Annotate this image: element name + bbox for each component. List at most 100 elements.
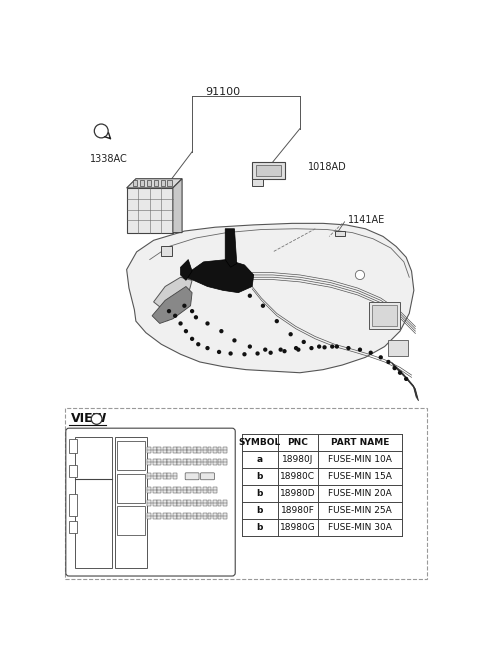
Bar <box>223 459 227 465</box>
Bar <box>69 495 77 516</box>
Bar <box>178 500 181 506</box>
Bar <box>157 500 161 506</box>
Bar <box>127 188 173 233</box>
Circle shape <box>196 342 201 346</box>
Bar <box>65 408 427 579</box>
Bar <box>153 473 156 479</box>
Bar <box>207 459 211 465</box>
Bar <box>168 487 171 493</box>
Circle shape <box>278 348 283 352</box>
Bar <box>115 437 147 567</box>
Bar <box>157 513 161 519</box>
Bar <box>147 513 151 519</box>
Circle shape <box>330 345 335 348</box>
Circle shape <box>228 351 233 356</box>
Circle shape <box>296 348 300 352</box>
Bar <box>168 447 171 453</box>
Bar <box>118 474 145 503</box>
Circle shape <box>167 309 171 313</box>
Circle shape <box>217 350 221 354</box>
Bar <box>153 500 156 506</box>
Text: b: b <box>257 489 263 498</box>
Bar <box>153 447 156 453</box>
Bar <box>197 500 201 506</box>
Bar <box>369 302 400 329</box>
Circle shape <box>294 346 298 350</box>
Text: 1018AD: 1018AD <box>308 162 347 172</box>
Bar <box>61 79 431 406</box>
Bar <box>147 459 151 465</box>
Bar <box>207 487 211 493</box>
Bar <box>193 500 197 506</box>
Circle shape <box>355 271 365 280</box>
Text: 1338AC: 1338AC <box>90 155 128 164</box>
Bar <box>183 459 187 465</box>
Bar <box>147 473 151 479</box>
Circle shape <box>263 348 267 352</box>
Bar <box>69 465 77 477</box>
FancyBboxPatch shape <box>66 428 235 576</box>
Bar <box>163 473 167 479</box>
Bar <box>217 513 221 519</box>
Circle shape <box>242 352 247 356</box>
Bar <box>252 179 263 187</box>
Bar <box>193 513 197 519</box>
Text: A: A <box>93 414 100 424</box>
Bar <box>69 439 77 453</box>
Bar <box>178 513 181 519</box>
Bar <box>203 447 207 453</box>
Bar <box>69 521 77 533</box>
Bar <box>193 487 197 493</box>
Circle shape <box>255 351 260 356</box>
Circle shape <box>393 366 397 370</box>
Text: b: b <box>257 506 263 515</box>
Bar <box>163 487 167 493</box>
Bar <box>223 447 227 453</box>
Bar <box>75 437 112 567</box>
Text: FUSE-MIN 15A: FUSE-MIN 15A <box>328 472 392 481</box>
Bar <box>207 513 211 519</box>
Bar <box>203 459 207 465</box>
Bar <box>147 487 151 493</box>
Circle shape <box>369 350 373 355</box>
Bar <box>213 500 217 506</box>
Text: 91100: 91100 <box>205 88 240 98</box>
Bar <box>163 500 167 506</box>
Bar <box>203 513 207 519</box>
Bar <box>163 447 167 453</box>
Bar <box>197 447 201 453</box>
Bar <box>147 500 151 506</box>
Text: SYMBOL: SYMBOL <box>239 438 281 447</box>
Text: PART NAME: PART NAME <box>331 438 389 447</box>
Polygon shape <box>127 223 414 373</box>
Circle shape <box>205 346 210 350</box>
Circle shape <box>282 349 287 353</box>
Circle shape <box>248 345 252 348</box>
Bar <box>163 459 167 465</box>
Text: 18980D: 18980D <box>280 489 315 498</box>
Bar <box>193 459 197 465</box>
Polygon shape <box>152 286 192 324</box>
Circle shape <box>248 293 252 298</box>
Circle shape <box>275 319 279 324</box>
Circle shape <box>346 346 350 350</box>
Circle shape <box>323 345 327 350</box>
Text: A: A <box>97 126 105 136</box>
Bar <box>207 500 211 506</box>
Bar <box>161 246 172 255</box>
Bar <box>203 487 207 493</box>
Text: a: a <box>257 455 263 464</box>
Text: FUSE-MIN 10A: FUSE-MIN 10A <box>328 455 392 464</box>
Bar <box>168 513 171 519</box>
Bar <box>168 473 171 479</box>
Bar <box>153 513 156 519</box>
Circle shape <box>190 309 194 313</box>
Bar <box>217 459 221 465</box>
Text: b: b <box>257 472 263 481</box>
Bar <box>197 487 201 493</box>
Bar <box>197 459 201 465</box>
Circle shape <box>301 340 306 344</box>
Bar <box>173 487 177 493</box>
Polygon shape <box>225 229 237 267</box>
Text: PNC: PNC <box>287 438 308 447</box>
